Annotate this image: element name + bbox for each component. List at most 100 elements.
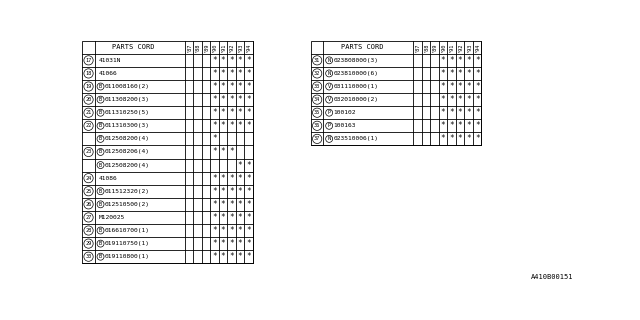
- Text: *: *: [246, 95, 251, 104]
- Text: *: *: [246, 161, 251, 170]
- Text: *: *: [458, 69, 463, 78]
- Text: *: *: [458, 56, 463, 65]
- Text: 41031N: 41031N: [99, 58, 121, 63]
- Text: 24: 24: [85, 176, 92, 181]
- Text: '94: '94: [475, 43, 480, 52]
- Text: *: *: [467, 134, 471, 143]
- Text: *: *: [246, 69, 251, 78]
- Text: *: *: [221, 95, 225, 104]
- Text: *: *: [229, 174, 234, 183]
- Text: B: B: [99, 136, 102, 141]
- Text: *: *: [449, 95, 454, 104]
- Text: 012508206(4): 012508206(4): [105, 149, 150, 155]
- Text: 19: 19: [85, 84, 92, 89]
- Text: 100102: 100102: [333, 110, 356, 115]
- Text: *: *: [221, 239, 225, 248]
- Text: *: *: [246, 187, 251, 196]
- Text: '87: '87: [186, 43, 191, 52]
- Text: *: *: [458, 121, 463, 130]
- Text: *: *: [246, 82, 251, 91]
- Text: *: *: [458, 108, 463, 117]
- Text: '87: '87: [415, 43, 420, 52]
- Text: *: *: [237, 56, 243, 65]
- Text: *: *: [212, 108, 217, 117]
- Text: *: *: [212, 200, 217, 209]
- Text: *: *: [212, 134, 217, 143]
- Text: '88: '88: [195, 43, 200, 52]
- Text: *: *: [467, 95, 471, 104]
- Text: *: *: [229, 95, 234, 104]
- Text: 31: 31: [314, 58, 320, 63]
- Text: 023810000(6): 023810000(6): [333, 71, 378, 76]
- Text: 011310250(5): 011310250(5): [105, 110, 150, 115]
- Text: PARTS CORD: PARTS CORD: [341, 44, 383, 50]
- Text: *: *: [229, 252, 234, 261]
- Text: *: *: [229, 148, 234, 156]
- Text: B: B: [99, 241, 102, 246]
- Text: *: *: [212, 187, 217, 196]
- Text: *: *: [237, 174, 243, 183]
- Text: '91: '91: [449, 43, 454, 52]
- Bar: [311, 41, 481, 145]
- Text: *: *: [458, 95, 463, 104]
- Text: 41086: 41086: [99, 176, 117, 181]
- Text: 17: 17: [85, 58, 92, 63]
- Text: 27: 27: [85, 215, 92, 220]
- Text: *: *: [237, 121, 243, 130]
- Text: 032010000(2): 032010000(2): [333, 97, 378, 102]
- Text: *: *: [467, 69, 471, 78]
- Text: 011512320(2): 011512320(2): [105, 189, 150, 194]
- Text: *: *: [212, 174, 217, 183]
- Text: *: *: [246, 56, 251, 65]
- Text: *: *: [237, 69, 243, 78]
- Text: M120025: M120025: [99, 215, 125, 220]
- Text: 016610700(1): 016610700(1): [105, 228, 150, 233]
- Text: 18: 18: [85, 71, 92, 76]
- Text: *: *: [441, 95, 445, 104]
- Text: *: *: [229, 239, 234, 248]
- Text: *: *: [441, 82, 445, 91]
- Text: B: B: [99, 163, 102, 168]
- Text: 012508200(4): 012508200(4): [105, 163, 150, 168]
- Text: B: B: [99, 254, 102, 259]
- Text: '93: '93: [237, 43, 243, 52]
- Text: 100163: 100163: [333, 123, 356, 128]
- Text: 019110750(1): 019110750(1): [105, 241, 150, 246]
- Text: *: *: [221, 252, 225, 261]
- Text: *: *: [229, 82, 234, 91]
- Text: *: *: [212, 56, 217, 65]
- Text: '88: '88: [424, 43, 429, 52]
- Text: 011308200(3): 011308200(3): [105, 97, 150, 102]
- Text: *: *: [229, 69, 234, 78]
- Text: *: *: [212, 252, 217, 261]
- Text: 41066: 41066: [99, 71, 117, 76]
- Text: *: *: [441, 69, 445, 78]
- Text: V: V: [328, 84, 331, 89]
- Text: '93: '93: [466, 43, 471, 52]
- Text: *: *: [237, 213, 243, 222]
- Text: 023808000(3): 023808000(3): [333, 58, 378, 63]
- Text: *: *: [441, 56, 445, 65]
- Text: *: *: [246, 252, 251, 261]
- Text: '90: '90: [440, 43, 445, 52]
- Text: B: B: [99, 202, 102, 207]
- Text: *: *: [221, 213, 225, 222]
- Text: '91: '91: [221, 43, 225, 52]
- Text: *: *: [475, 95, 479, 104]
- Text: *: *: [237, 239, 243, 248]
- Text: *: *: [229, 121, 234, 130]
- Text: *: *: [237, 252, 243, 261]
- Text: *: *: [449, 82, 454, 91]
- Text: *: *: [229, 187, 234, 196]
- Text: *: *: [221, 174, 225, 183]
- Text: 34: 34: [314, 97, 320, 102]
- Text: *: *: [221, 121, 225, 130]
- Text: *: *: [467, 108, 471, 117]
- Text: *: *: [246, 121, 251, 130]
- Text: V: V: [328, 97, 331, 102]
- Text: *: *: [449, 134, 454, 143]
- Text: *: *: [449, 69, 454, 78]
- Text: *: *: [475, 56, 479, 65]
- Text: *: *: [246, 108, 251, 117]
- Text: *: *: [237, 95, 243, 104]
